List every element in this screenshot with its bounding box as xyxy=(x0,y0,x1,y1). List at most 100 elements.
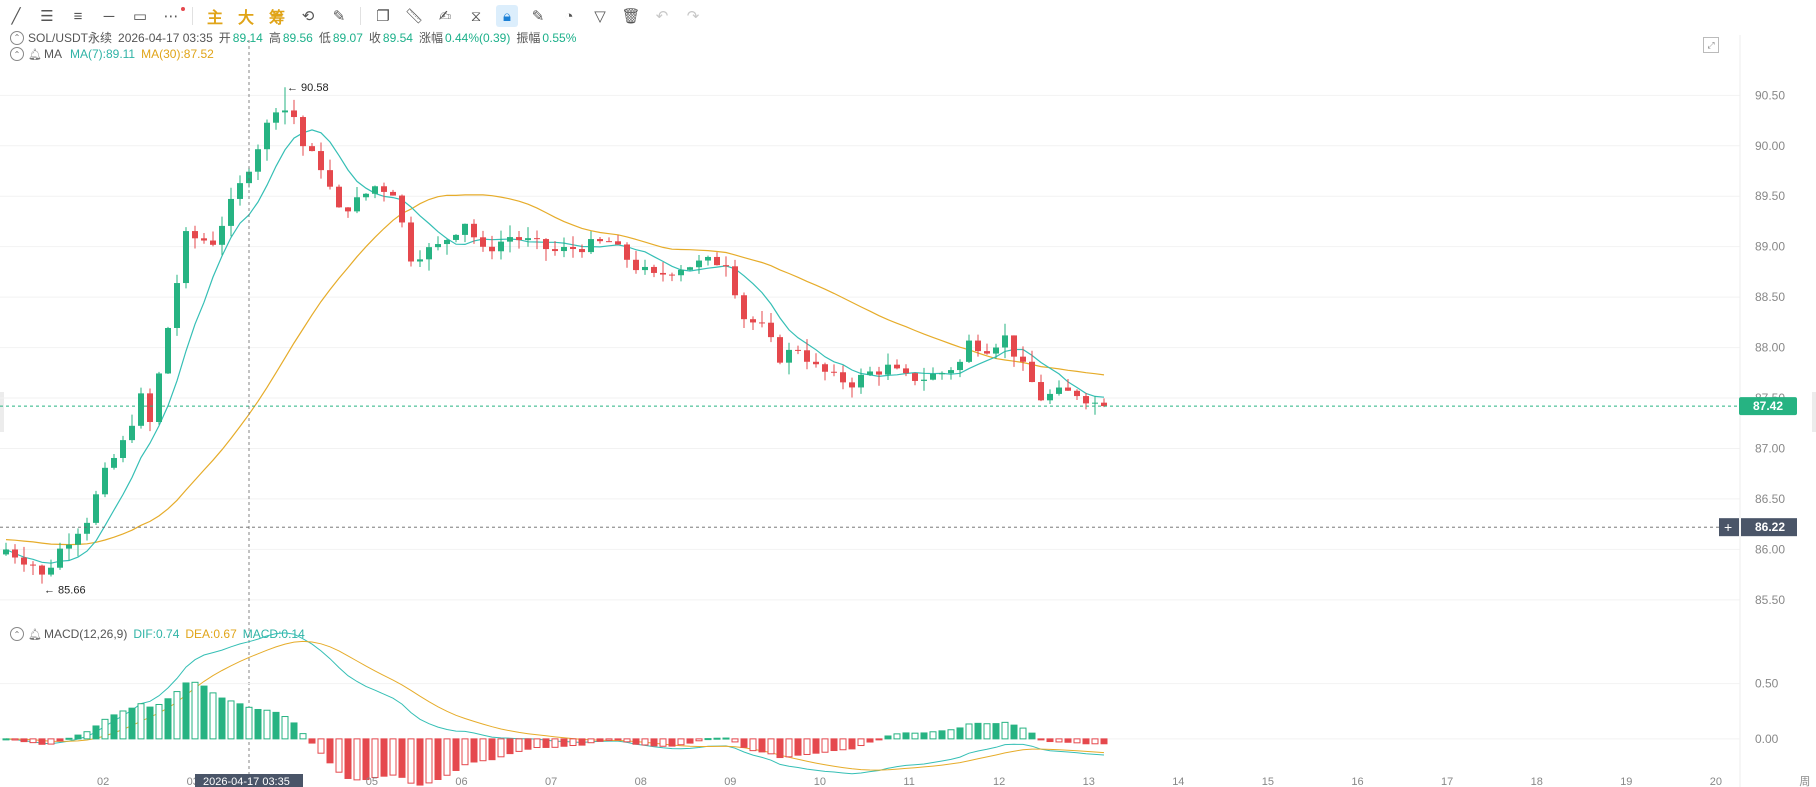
macd-histogram-bar xyxy=(578,738,586,746)
macd-histogram-bar xyxy=(299,733,307,740)
macd-histogram-bar xyxy=(1019,727,1027,740)
macd-histogram-bar xyxy=(101,718,109,740)
trend-line-icon[interactable]: ╱ xyxy=(11,8,21,25)
price-axis-label: 90.00 xyxy=(1755,139,1785,153)
macd-histogram-bar xyxy=(911,732,919,740)
candle-body xyxy=(462,223,468,235)
candle-body xyxy=(624,244,630,260)
ruler-icon[interactable]: 📏︎ xyxy=(404,8,424,25)
candle-body xyxy=(1029,361,1035,383)
cycle-icon[interactable]: ⟲ xyxy=(301,8,315,25)
candle-body xyxy=(993,347,999,354)
candle-body xyxy=(174,283,180,328)
candle-body xyxy=(1011,335,1017,357)
macd-histogram-bar xyxy=(830,738,838,752)
magnet-icon[interactable]: ⧖ xyxy=(470,7,482,25)
candle-body xyxy=(669,274,675,276)
brush-icon[interactable]: ✍︎ xyxy=(438,8,452,25)
more-icon[interactable]: ⋯ xyxy=(160,5,185,27)
macd-histogram-bar xyxy=(866,738,874,743)
macd-histogram-bar xyxy=(902,732,910,740)
candle-body xyxy=(516,237,522,241)
candle-body xyxy=(948,370,954,374)
large-chart-button[interactable]: 大 xyxy=(237,10,254,27)
collapse-icon[interactable]: ⌃ xyxy=(10,47,24,61)
candle-body xyxy=(642,266,648,271)
macd-histogram-bar xyxy=(506,738,514,755)
macd-histogram-bar xyxy=(326,738,334,764)
hide-icon[interactable]: ◔ xyxy=(564,7,574,25)
time-axis-label: 14 xyxy=(1172,776,1184,787)
collapse-icon[interactable]: ⌃ xyxy=(10,627,24,641)
main-chart-button[interactable]: 主 xyxy=(206,10,223,27)
left-edge-handle[interactable] xyxy=(0,392,4,432)
macd-histogram-bar xyxy=(344,738,352,779)
macd-histogram-bar xyxy=(263,709,271,740)
candle-body xyxy=(336,186,342,208)
candle-body xyxy=(75,533,81,545)
macd-histogram-bar xyxy=(668,738,676,747)
time-axis-label: 02 xyxy=(97,776,109,787)
macd-histogram-bar xyxy=(1091,738,1099,745)
macd-histogram-bar xyxy=(731,738,739,743)
right-edge-handle[interactable] xyxy=(1812,392,1816,432)
candle-body xyxy=(552,249,558,252)
undo-icon[interactable]: ↶ xyxy=(655,8,669,25)
macd-histogram-bar xyxy=(182,682,190,740)
candle-body xyxy=(219,225,225,245)
filter-icon[interactable]: ▽ xyxy=(594,8,606,25)
amplitude-value: 0.55% xyxy=(542,30,577,45)
macd-histogram-bar xyxy=(416,738,424,786)
macd-histogram-bar xyxy=(1064,738,1072,743)
max-price-label: ← 90.58 xyxy=(287,82,329,94)
bell-icon[interactable]: 🔔︎ xyxy=(28,48,42,61)
horizontal-ray-icon[interactable]: ─ xyxy=(103,7,115,25)
collapse-icon[interactable]: ⌃ xyxy=(10,30,24,45)
macd-histogram-bar xyxy=(11,738,19,741)
candle-body xyxy=(588,239,594,253)
macd-histogram-bar xyxy=(524,738,532,750)
rectangle-icon[interactable]: ▭ xyxy=(132,8,148,25)
bell-icon[interactable]: 🔔︎ xyxy=(28,628,42,641)
macd-axis-label: 0.50 xyxy=(1755,677,1779,691)
candle-body xyxy=(921,379,927,381)
macd-histogram-bar xyxy=(677,738,685,746)
expand-icon[interactable]: ⤢ xyxy=(1703,37,1719,53)
time-axis-label: 07 xyxy=(545,776,557,787)
macd-histogram-bar xyxy=(740,738,748,748)
price-axis-label: 90.50 xyxy=(1755,88,1785,102)
candle-body xyxy=(210,240,216,245)
candle-body xyxy=(21,557,27,565)
redo-icon[interactable]: ↷ xyxy=(686,8,700,25)
candle-body xyxy=(1047,393,1053,401)
candle-body xyxy=(912,373,918,381)
macd-histogram-bar xyxy=(353,738,361,781)
candle-body xyxy=(768,322,774,338)
lock-icon[interactable]: 🔒︎ xyxy=(496,5,518,27)
draw-pen-icon[interactable]: ✎ xyxy=(332,8,346,25)
candle-body xyxy=(66,544,72,549)
plus-icon: + xyxy=(1724,519,1732,535)
macd-histogram-bar xyxy=(992,723,1000,740)
macd-histogram-bar xyxy=(128,707,136,740)
candle-body xyxy=(228,198,234,226)
candle-body xyxy=(723,265,729,267)
candle-body xyxy=(1092,402,1098,404)
macd-histogram-bar xyxy=(686,738,694,744)
parallel-line-icon[interactable]: ☰ xyxy=(40,8,54,25)
candle-body xyxy=(255,149,261,172)
copy-icon[interactable]: ❐ xyxy=(376,8,390,25)
candle-body xyxy=(273,112,279,123)
candle-body xyxy=(849,382,855,388)
candle-body xyxy=(525,238,531,241)
candle-body xyxy=(570,246,576,250)
macd-axis-label: 0.00 xyxy=(1755,732,1779,746)
trash-icon[interactable]: 🗑︎ xyxy=(621,8,641,25)
chip-distribution-button[interactable]: 筹 xyxy=(268,10,285,27)
macd-histogram-bar xyxy=(641,738,649,746)
macd-histogram-bar xyxy=(713,737,721,740)
horizontal-lines-icon[interactable]: ≡ xyxy=(73,7,83,25)
macd-histogram-bar xyxy=(488,738,496,761)
note-icon[interactable]: ✎ xyxy=(531,8,545,25)
